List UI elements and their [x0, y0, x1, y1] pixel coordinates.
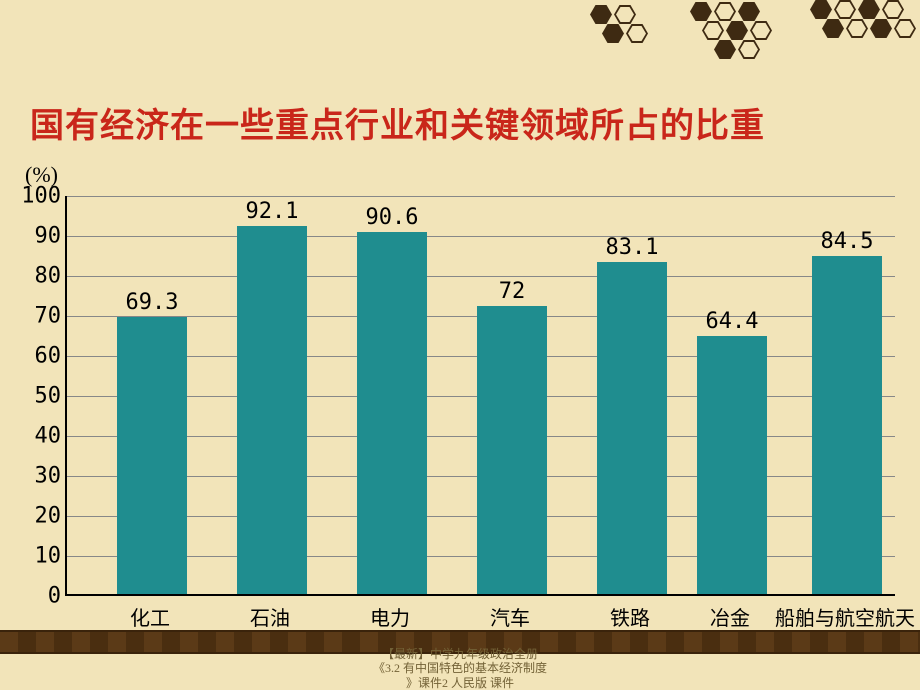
x-tick-label: 汽车 — [490, 602, 530, 631]
footer-text: 【最新】中学九年级政治全册 《3.2 有中国特色的基本经济制度 》课件2 人民版… — [0, 647, 920, 690]
y-tick-label: 10 — [35, 544, 68, 569]
bar: 92.1 — [237, 226, 307, 594]
grid-line — [67, 236, 895, 237]
plot-area: 010203040506070809010069.392.190.67283.1… — [65, 196, 895, 596]
y-tick-label: 20 — [35, 504, 68, 529]
y-tick-label: 40 — [35, 424, 68, 449]
y-tick-label: 80 — [35, 264, 68, 289]
chart-title: 国有经济在一些重点行业和关键领域所占的比重 — [30, 98, 890, 147]
y-tick-label: 100 — [21, 184, 67, 209]
y-tick-label: 70 — [35, 304, 68, 329]
footer-line-3: 》课件2 人民版 课件 — [0, 676, 920, 690]
hex-decoration — [580, 0, 920, 70]
footer-line-1: 【最新】中学九年级政治全册 — [0, 647, 920, 661]
bar-value-label: 84.5 — [821, 229, 874, 256]
bar-value-label: 90.6 — [366, 205, 419, 232]
footer-line-2: 《3.2 有中国特色的基本经济制度 — [0, 661, 920, 675]
grid-line — [67, 276, 895, 277]
x-tick-label: 电力 — [370, 602, 410, 631]
bar-value-label: 92.1 — [246, 199, 299, 226]
bar: 84.5 — [812, 256, 882, 594]
bar-value-label: 64.4 — [706, 309, 759, 336]
y-tick-label: 50 — [35, 384, 68, 409]
y-tick-label: 90 — [35, 224, 68, 249]
bar-value-label: 72 — [499, 279, 526, 306]
grid-line — [67, 196, 895, 197]
x-tick-label: 化工 — [130, 602, 170, 631]
bar: 90.6 — [357, 232, 427, 594]
y-tick-label: 30 — [35, 464, 68, 489]
y-tick-label: 60 — [35, 344, 68, 369]
bar: 64.4 — [697, 336, 767, 594]
x-tick-label: 冶金 — [710, 602, 750, 631]
bar: 83.1 — [597, 262, 667, 594]
bar-chart: 010203040506070809010069.392.190.67283.1… — [65, 196, 895, 612]
bar-value-label: 69.3 — [126, 290, 179, 317]
y-tick-label: 0 — [48, 584, 67, 609]
bar-value-label: 83.1 — [606, 235, 659, 262]
x-tick-label: 石油 — [250, 602, 290, 631]
bar: 72 — [477, 306, 547, 594]
x-tick-label: 船舶与航空航天 — [775, 602, 915, 631]
x-tick-label: 铁路 — [610, 602, 650, 631]
bar: 69.3 — [117, 317, 187, 594]
